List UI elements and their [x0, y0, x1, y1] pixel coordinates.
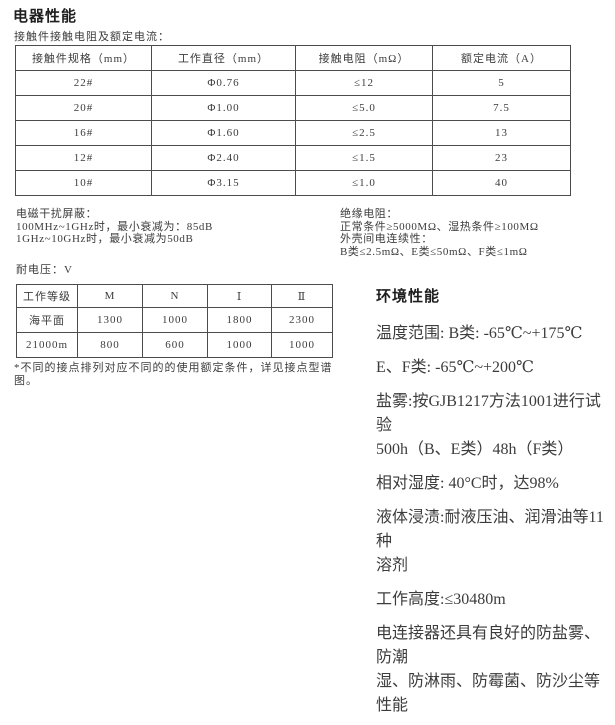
insulation-line: 外壳间电连续性：: [340, 233, 433, 245]
emi-shielding-block: 电磁干扰屏蔽： 100MHz~1GHz时，最小衰减为：85dB 1GHz~10G…: [16, 208, 213, 246]
emi-line: 100MHz~1GHz时，最小衰减为：85dB: [16, 220, 213, 233]
cell-resistance: ≤12: [295, 70, 433, 96]
insulation-line: B类≤2.5mΩ、E类≤50mΩ、F类≤1mΩ: [340, 245, 528, 258]
col-header-n: N: [142, 284, 208, 308]
table-header-row: 接触件规格（mm） 工作直径（mm） 接触电阻（mΩ） 额定电流（A）: [15, 45, 571, 71]
cell-spec: 16#: [15, 120, 152, 146]
cell-value: 1300: [77, 307, 143, 333]
col-header-grade: 工作等级: [16, 284, 78, 308]
table-row: 22# Φ0.76 ≤12 5: [15, 70, 571, 96]
cell-resistance: ≤1.0: [295, 170, 433, 196]
table-row: 海平面 1300 1000 1800 2300: [16, 307, 333, 333]
footnote-line: 图。: [14, 375, 38, 387]
cell-spec: 10#: [15, 170, 152, 196]
emi-line: 1GHz~10GHz时，最小衰减为50dB: [16, 233, 194, 245]
cell-grade: 海平面: [16, 307, 78, 333]
cell-resistance: ≤5.0: [295, 95, 433, 121]
cell-spec: 22#: [15, 70, 152, 96]
table-row: 12# Φ2.40 ≤1.5 23: [15, 145, 571, 171]
insulation-line: 正常条件≥5000MΩ、湿热条件≥100MΩ: [340, 220, 539, 233]
col-header-ii: Ⅱ: [271, 284, 333, 308]
table-row: 16# Φ1.60 ≤2.5 13: [15, 120, 571, 146]
cell-value: 2300: [271, 307, 333, 333]
cell-value: 1000: [207, 332, 272, 358]
contact-table-caption: 接触件接触电阻及额定电流：: [14, 31, 170, 43]
cell-current: 40: [432, 170, 571, 196]
footnote-line: *不同的接点排列对应不同的的使用额定条件，详见接点型谱: [14, 362, 333, 374]
insulation-line: 绝缘电阻：: [340, 208, 398, 220]
table-header-row: 工作等级 M N Ⅰ Ⅱ: [16, 284, 333, 308]
cell-diameter: Φ3.15: [151, 170, 296, 196]
cell-diameter: Φ0.76: [151, 70, 296, 96]
cell-value: 1800: [207, 307, 272, 333]
table-row: 21000m 800 600 1000 1000: [16, 332, 333, 358]
cell-diameter: Φ1.00: [151, 95, 296, 121]
cell-resistance: ≤1.5: [295, 145, 433, 171]
cell-current: 13: [432, 120, 571, 146]
col-header-diameter: 工作直径（mm）: [151, 45, 296, 71]
contact-resistance-table: 接触件规格（mm） 工作直径（mm） 接触电阻（mΩ） 额定电流（A） 22# …: [15, 45, 571, 196]
cell-diameter: Φ2.40: [151, 145, 296, 171]
environment-section: 环境性能 温度范围: B类: -65℃~+175℃ E、F类: -65℃~+20…: [376, 285, 612, 725]
col-header-spec: 接触件规格（mm）: [15, 45, 152, 71]
environment-title: 环境性能: [376, 288, 441, 305]
withstand-voltage-label: 耐电压：V: [16, 264, 73, 276]
emi-line: 电磁干扰屏蔽：: [16, 208, 98, 220]
insulation-resistance-block: 绝缘电阻： 正常条件≥5000MΩ、湿热条件≥100MΩ 外壳间电连续性： B类…: [340, 208, 539, 258]
footnote: *不同的接点排列对应不同的的使用额定条件，详见接点型谱 图。: [14, 362, 333, 388]
cell-value: 1000: [271, 332, 333, 358]
cell-spec: 12#: [15, 145, 152, 171]
cell-spec: 20#: [15, 95, 152, 121]
col-header-i: Ⅰ: [207, 284, 272, 308]
col-header-resistance: 接触电阻（mΩ）: [295, 45, 433, 71]
cell-current: 23: [432, 145, 571, 171]
cell-current: 5: [432, 70, 571, 96]
cell-diameter: Φ1.60: [151, 120, 296, 146]
col-header-current: 额定电流（A）: [432, 45, 571, 71]
cell-value: 600: [142, 332, 208, 358]
col-header-m: M: [77, 284, 143, 308]
table-row: 20# Φ1.00 ≤5.0 7.5: [15, 95, 571, 121]
withstand-voltage-table: 工作等级 M N Ⅰ Ⅱ 海平面 1300 1000 1800 2300 210…: [16, 284, 333, 358]
cell-value: 1000: [142, 307, 208, 333]
page-title: 电器性能: [13, 8, 78, 25]
cell-value: 800: [77, 332, 143, 358]
cell-current: 7.5: [432, 95, 571, 121]
cell-grade: 21000m: [16, 332, 78, 358]
cell-resistance: ≤2.5: [295, 120, 433, 146]
table-row: 10# Φ3.15 ≤1.0 40: [15, 170, 571, 196]
